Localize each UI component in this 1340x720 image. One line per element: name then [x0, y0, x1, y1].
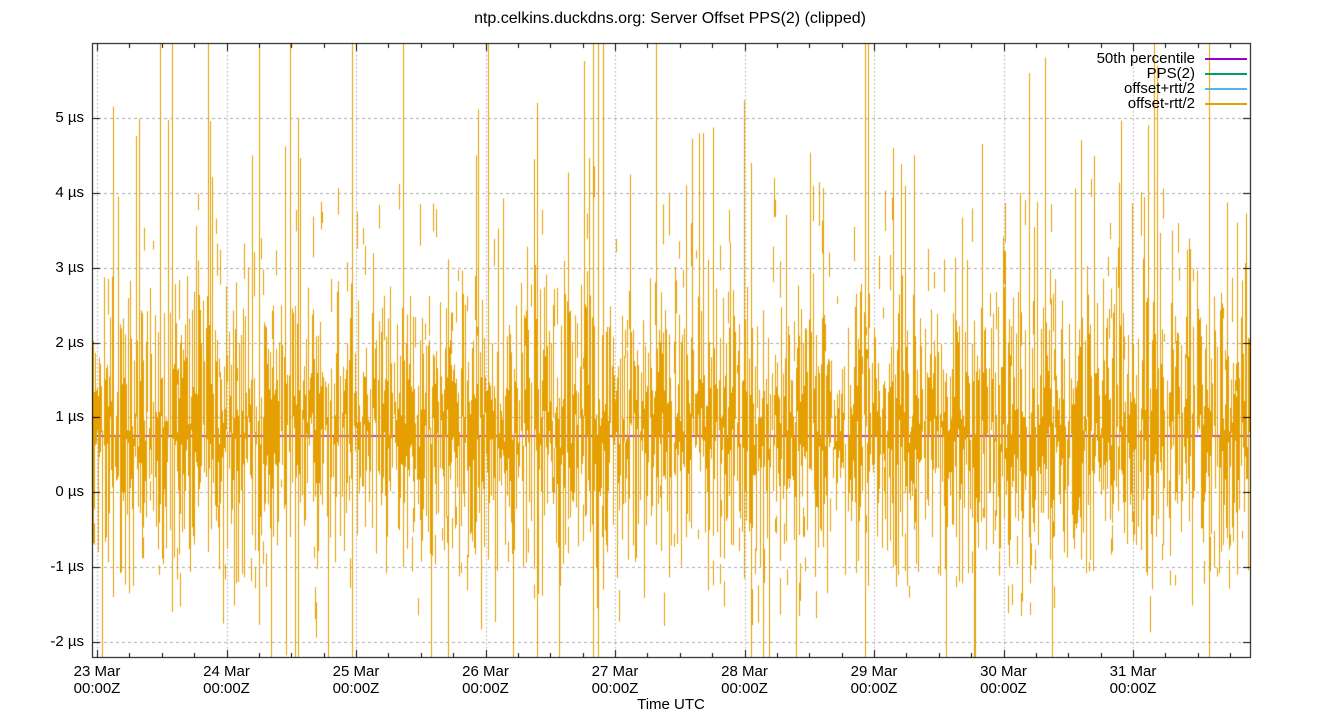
x-tick-label: 27 Mar 00:00Z — [591, 663, 639, 697]
legend-entry: PPS(2) — [1097, 65, 1247, 82]
x-tick-label: 26 Mar 00:00Z — [462, 663, 509, 697]
legend-line-sample — [1205, 87, 1247, 90]
x-tick-label: 29 Mar 00:00Z — [850, 663, 898, 697]
x-tick-label: 30 Mar 00:00Z — [980, 663, 1027, 697]
y-tick-label: 1 µs — [55, 408, 84, 426]
y-tick-label: 3 µs — [55, 258, 84, 276]
x-tick-label: 25 Mar 00:00Z — [332, 663, 380, 697]
legend-label: 50th percentile — [1096, 50, 1195, 67]
legend-label: offset-rtt/2 — [1127, 95, 1195, 112]
y-tick-label: -2 µs — [50, 633, 84, 651]
y-tick-label: 4 µs — [55, 183, 84, 201]
legend-entry: offset-rtt/2 — [1097, 95, 1247, 112]
y-tick-label: -1 µs — [50, 558, 84, 576]
x-tick-label: 24 Mar 00:00Z — [203, 663, 250, 697]
legend-label: PPS(2) — [1146, 65, 1195, 82]
legend-line-sample — [1205, 102, 1247, 105]
y-tick-label: 0 µs — [55, 483, 84, 501]
y-tick-label: 2 µs — [55, 333, 84, 351]
legend-entry: offset+rtt/2 — [1097, 80, 1247, 97]
x-tick-label: 23 Mar 00:00Z — [73, 663, 121, 697]
x-tick-label: 28 Mar 00:00Z — [721, 663, 768, 697]
legend-line-sample — [1205, 57, 1247, 60]
y-tick-label: 5 µs — [55, 108, 84, 126]
legend-entry: 50th percentile — [1096, 50, 1247, 67]
x-tick-label: 31 Mar 00:00Z — [1109, 663, 1157, 697]
legend: 50th percentile PPS(2) offset+rtt/2 offset-… — [1096, 50, 1247, 112]
chart-title: ntp.celkins.duckdns.org: Server Offset P… — [474, 10, 866, 27]
legend-label: offset+rtt/2 — [1123, 80, 1195, 97]
x-axis-title: Time UTC — [637, 696, 705, 713]
legend-line-sample — [1205, 72, 1247, 75]
